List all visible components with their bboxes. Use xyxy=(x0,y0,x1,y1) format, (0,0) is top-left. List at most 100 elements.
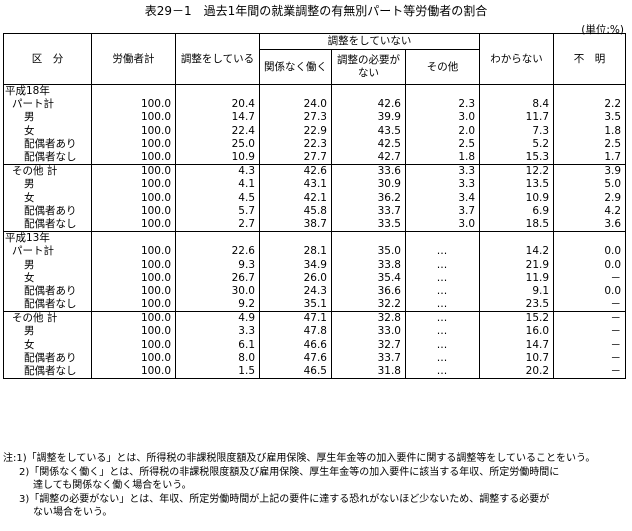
row-label: 男 xyxy=(3,178,92,192)
header-unclear: 不 明 xyxy=(553,33,627,85)
table-cell: 27.3 xyxy=(259,111,332,125)
table-cell: 43.5 xyxy=(331,124,406,138)
row-label: 配偶者なし xyxy=(3,298,92,312)
table-title: 表29－1 過去1年間の就業調整の有無別パート等労働者の割合 xyxy=(144,4,488,18)
table-cell: 13.5 xyxy=(479,178,555,192)
table-cell: 35.4 xyxy=(331,271,406,285)
table-cell: － xyxy=(553,298,627,312)
table-cell: 1.5 xyxy=(175,364,260,380)
row-label: 男 xyxy=(3,111,92,125)
table-cell xyxy=(259,84,332,99)
table-cell: 36.6 xyxy=(331,284,406,298)
table-cell: 3.0 xyxy=(404,111,481,125)
row-label: 平成13年 xyxy=(3,231,92,246)
table-cell: … xyxy=(404,325,481,339)
table-cell: 100.0 xyxy=(91,298,176,312)
footnotes: 注:1)「調整をしている」とは、所得税の非課税限度額及び雇用保険、厚生年金等の加… xyxy=(3,452,628,520)
table-cell: 3.5 xyxy=(553,111,627,125)
table-cell: 42.6 xyxy=(259,164,332,179)
table-cell: 6.9 xyxy=(479,204,555,218)
table-row: 配偶者あり 100.0 8.0 47.6 33.7… 10.7 － xyxy=(3,351,627,365)
table-cell: 8.4 xyxy=(479,98,555,112)
table-cell: 42.5 xyxy=(331,137,406,151)
table-cell: 100.0 xyxy=(91,191,176,205)
row-label: 配偶者あり xyxy=(3,351,92,365)
table-cell: 36.2 xyxy=(331,191,406,205)
table-row: その他 計 100.0 4.3 42.6 33.6 3.3 12.2 3.9 xyxy=(3,164,627,179)
table-cell xyxy=(404,84,481,99)
table-cell: … xyxy=(404,351,481,365)
table-cell: 3.9 xyxy=(553,164,627,179)
table-cell: 35.1 xyxy=(259,298,332,312)
table-cell: 3.3 xyxy=(404,178,481,192)
table-row: 配偶者あり 100.0 30.0 24.3 36.6… 9.1 0.0 xyxy=(3,284,627,298)
table-cell: 18.5 xyxy=(479,217,555,232)
header-adjusting: 調整をしている xyxy=(175,33,260,85)
table-cell: 33.7 xyxy=(331,204,406,218)
table-cell: 42.1 xyxy=(259,191,332,205)
table-cell xyxy=(175,231,260,246)
header-no-need: 調整の必要がない xyxy=(331,49,406,85)
table-cell: 100.0 xyxy=(91,338,176,352)
row-label: 女 xyxy=(3,124,92,138)
table-cell xyxy=(175,84,260,99)
table-cell: 5.0 xyxy=(553,178,627,192)
table-cell: 24.0 xyxy=(259,98,332,112)
table-cell: 43.1 xyxy=(259,178,332,192)
table-cell: 9.2 xyxy=(175,298,260,312)
table-row: 男 100.0 9.3 34.9 33.8… 21.9 0.0 xyxy=(3,258,627,272)
table-cell: 15.2 xyxy=(479,311,555,326)
table-cell: … xyxy=(404,284,481,298)
table-cell: 5.7 xyxy=(175,204,260,218)
table-cell: 2.3 xyxy=(404,98,481,112)
table-row: 男 100.0 4.1 43.1 30.9 3.3 13.5 5.0 xyxy=(3,178,627,192)
table-cell: 26.7 xyxy=(175,271,260,285)
table-cell: 8.0 xyxy=(175,351,260,365)
note-3: 3)「調整の必要がない」とは、年収、所定労働時間が上記の要件に達する恐れがないほ… xyxy=(19,493,550,505)
row-label: 女 xyxy=(3,191,92,205)
row-label: 配偶者なし xyxy=(3,150,92,165)
table-cell: 2.9 xyxy=(553,191,627,205)
table-cell: … xyxy=(404,311,481,326)
table-row: 平成18年 xyxy=(3,84,627,99)
note-2-cont: 達しても関係なく働く場合をいう。 xyxy=(33,480,192,491)
table-cell: 3.3 xyxy=(175,325,260,339)
table-cell: 16.0 xyxy=(479,325,555,339)
table-cell: 2.5 xyxy=(404,137,481,151)
table-cell: … xyxy=(404,271,481,285)
table-cell: 47.6 xyxy=(259,351,332,365)
table-row: 配偶者なし 100.0 2.7 38.7 33.5 3.0 18.5 3.6 xyxy=(3,217,627,232)
table-cell xyxy=(91,231,176,246)
table-cell: 9.3 xyxy=(175,258,260,272)
table-cell xyxy=(91,84,176,99)
table-cell: 15.3 xyxy=(479,150,555,165)
row-label: 男 xyxy=(3,325,92,339)
table-cell: 47.8 xyxy=(259,325,332,339)
row-label: パート計 xyxy=(3,98,92,112)
table-cell: 100.0 xyxy=(91,258,176,272)
table-cell: 5.2 xyxy=(479,137,555,151)
row-label: その他 計 xyxy=(3,164,92,179)
table-cell: 32.7 xyxy=(331,338,406,352)
table-cell: 2.5 xyxy=(553,137,627,151)
table-cell: 100.0 xyxy=(91,284,176,298)
table-cell: 47.1 xyxy=(259,311,332,326)
table-cell xyxy=(331,231,406,246)
table-cell: 3.7 xyxy=(404,204,481,218)
table-cell: 42.7 xyxy=(331,150,406,165)
table-cell: 22.4 xyxy=(175,124,260,138)
table-cell: 100.0 xyxy=(91,98,176,112)
row-label: 女 xyxy=(3,271,92,285)
table-cell: 100.0 xyxy=(91,325,176,339)
table-cell: 0.0 xyxy=(553,258,627,272)
table-cell: 22.9 xyxy=(259,124,332,138)
table-row: 女 100.0 6.1 46.6 32.7… 14.7 － xyxy=(3,338,627,352)
table-cell: 1.8 xyxy=(404,150,481,165)
table-cell: … xyxy=(404,338,481,352)
note-1: 注:1)「調整をしている」とは、所得税の非課税限度額及び雇用保険、厚生年金等の加… xyxy=(3,453,596,464)
table-cell: 33.0 xyxy=(331,325,406,339)
table-cell: 20.2 xyxy=(479,364,555,380)
table-cell: 14.7 xyxy=(175,111,260,125)
table-cell: 32.8 xyxy=(331,311,406,326)
table-row: 女 100.0 4.5 42.1 36.2 3.4 10.9 2.9 xyxy=(3,191,627,205)
